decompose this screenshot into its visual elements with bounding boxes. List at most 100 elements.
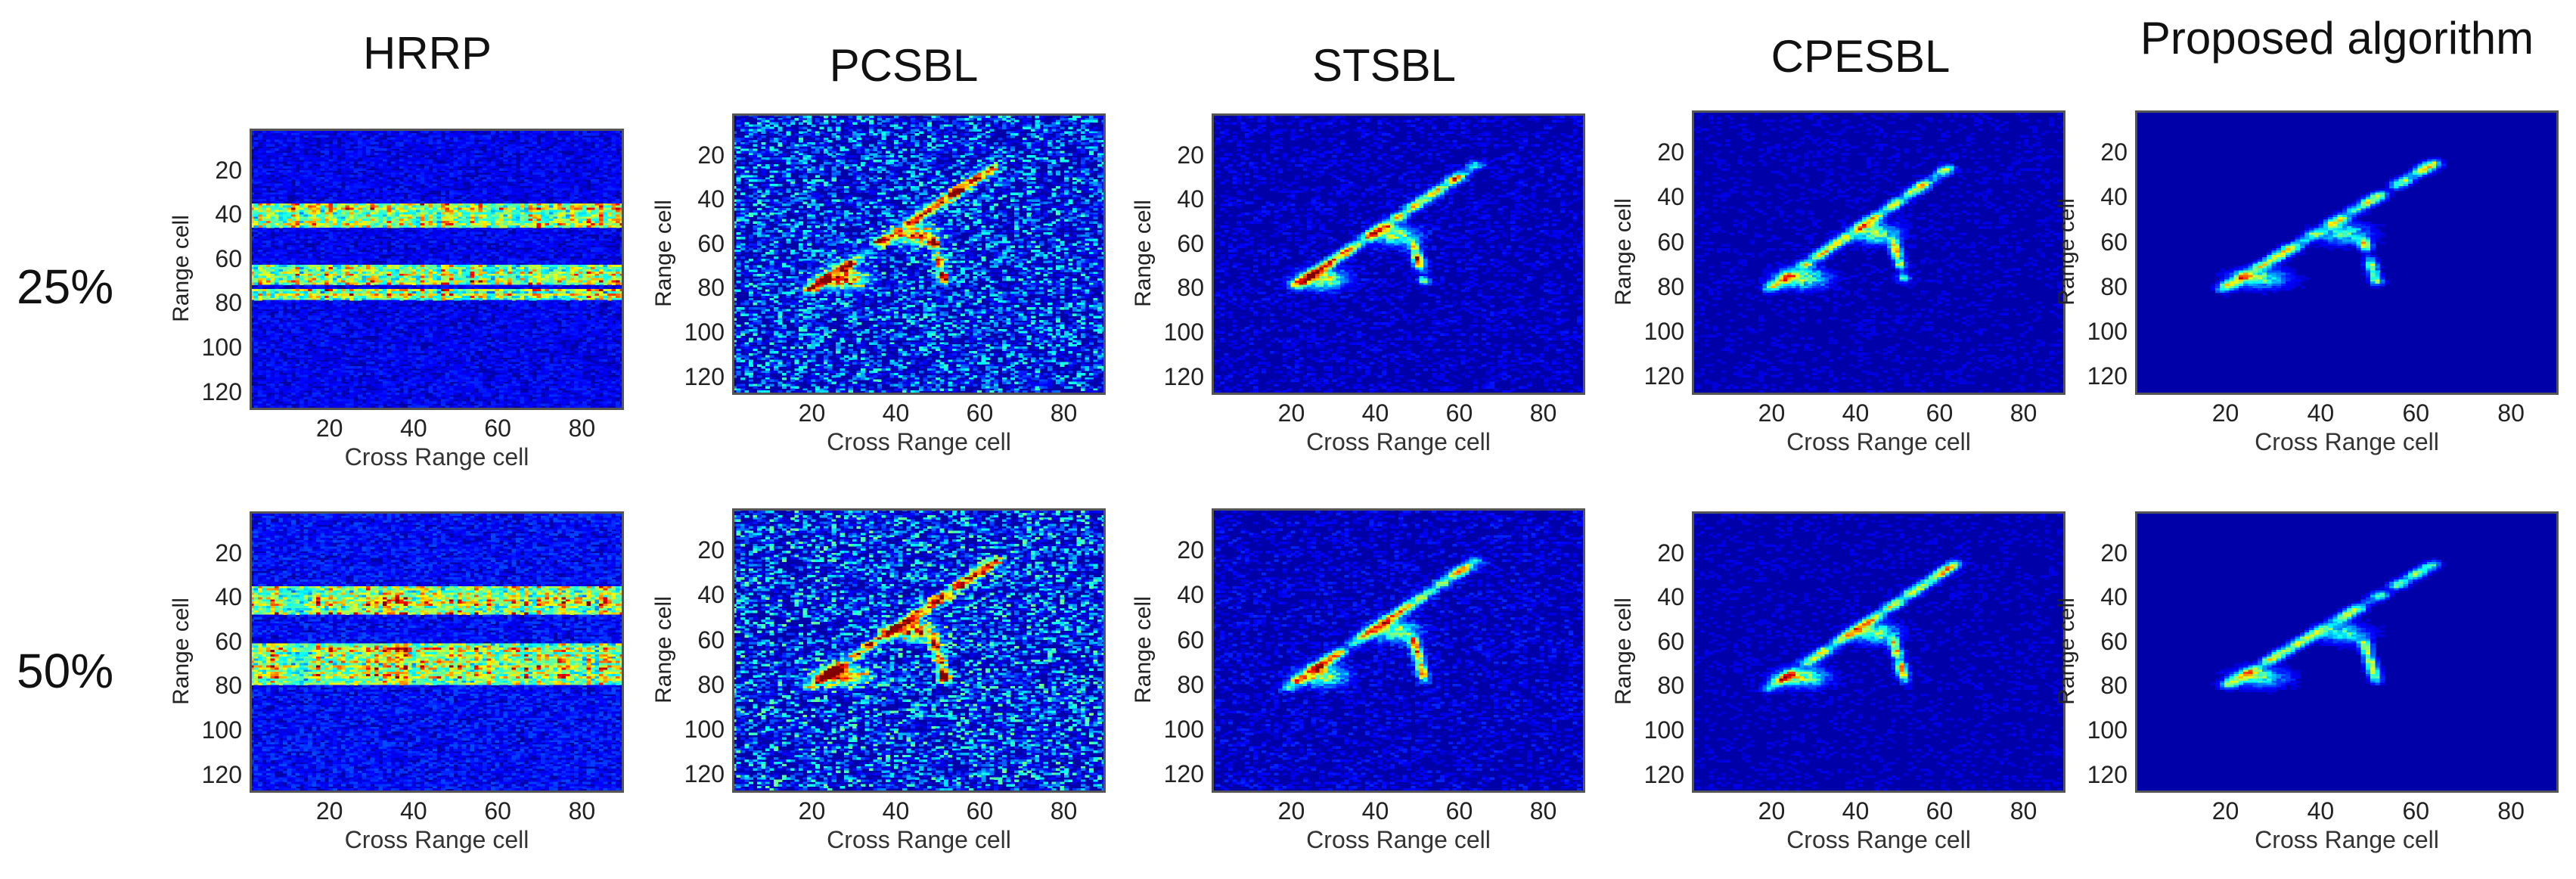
heatmap-cell bbox=[445, 194, 450, 197]
heatmap-cell bbox=[607, 212, 613, 215]
heatmap-cell bbox=[299, 152, 305, 156]
heatmap-cell bbox=[366, 243, 371, 246]
heatmap-cell bbox=[541, 245, 546, 248]
heatmap-cell bbox=[316, 225, 321, 228]
heatmap-cell bbox=[528, 141, 533, 144]
heatmap-cell bbox=[503, 258, 508, 261]
heatmap-cell bbox=[416, 176, 421, 180]
heatmap-cell bbox=[283, 273, 288, 277]
heatmap-cell bbox=[566, 144, 571, 147]
heatmap-cell bbox=[270, 151, 275, 154]
heatmap-cell bbox=[395, 197, 400, 200]
heatmap-cell bbox=[403, 137, 408, 141]
heatmap-cell bbox=[586, 199, 591, 202]
heatmap-cell bbox=[395, 141, 400, 144]
heatmap-cell bbox=[258, 229, 263, 233]
heatmap-cell bbox=[611, 236, 616, 239]
heatmap-cell bbox=[449, 253, 455, 257]
heatmap-cell bbox=[258, 222, 263, 226]
heatmap-cell bbox=[341, 219, 346, 222]
heatmap-cell bbox=[416, 166, 421, 169]
heatmap-cell bbox=[337, 200, 342, 204]
heatmap-cell bbox=[395, 256, 400, 259]
heatmap-cell bbox=[383, 227, 388, 231]
heatmap-cell bbox=[291, 214, 296, 217]
heatmap-cell bbox=[420, 148, 425, 151]
heatmap-cell bbox=[291, 203, 296, 207]
heatmap-cell bbox=[491, 265, 496, 268]
heatmap-cell bbox=[411, 163, 417, 167]
heatmap-cell bbox=[499, 243, 504, 246]
heatmap-cell bbox=[470, 249, 475, 253]
heatmap-cell bbox=[578, 170, 583, 173]
heatmap-cell bbox=[253, 168, 259, 171]
heatmap-cell bbox=[353, 157, 358, 160]
heatmap-cell bbox=[478, 269, 483, 272]
heatmap-cell bbox=[453, 146, 458, 149]
heatmap-cell bbox=[586, 245, 591, 248]
heatmap-cell bbox=[524, 229, 529, 233]
heatmap-cell bbox=[433, 188, 438, 191]
heatmap-cell bbox=[486, 219, 492, 222]
heatmap-cell bbox=[578, 222, 583, 226]
heatmap-cell bbox=[541, 139, 546, 143]
heatmap-cell bbox=[619, 190, 624, 193]
heatmap-cell bbox=[320, 205, 325, 209]
heatmap-cell bbox=[303, 168, 309, 171]
heatmap-cell bbox=[461, 231, 467, 235]
heatmap-cell bbox=[461, 185, 467, 189]
heatmap-cell bbox=[275, 179, 280, 182]
heatmap-cell bbox=[295, 135, 300, 138]
heatmap-cell bbox=[495, 214, 500, 217]
heatmap-cell bbox=[466, 154, 471, 158]
heatmap-cell bbox=[386, 278, 392, 281]
heatmap-cell bbox=[403, 190, 408, 193]
heatmap-cell bbox=[495, 197, 500, 200]
heatmap-cell bbox=[495, 262, 500, 266]
heatmap-cell bbox=[266, 148, 272, 151]
heatmap-cell bbox=[616, 207, 621, 211]
heatmap-cell bbox=[495, 210, 500, 213]
heatmap-cell bbox=[395, 161, 400, 165]
heatmap-cell bbox=[275, 166, 280, 169]
heatmap-cell bbox=[378, 222, 383, 226]
heatmap-cell bbox=[603, 170, 608, 173]
heatmap-cell bbox=[383, 241, 388, 244]
heatmap-cell bbox=[611, 166, 616, 169]
heatmap-cell bbox=[366, 203, 371, 207]
heatmap-cell bbox=[466, 225, 471, 228]
heatmap-cell bbox=[253, 170, 259, 173]
heatmap-cell bbox=[591, 214, 596, 217]
heatmap-cell bbox=[320, 275, 325, 279]
heatmap-cell bbox=[333, 234, 338, 238]
heatmap-cell bbox=[586, 129, 591, 132]
heatmap-cell bbox=[337, 197, 342, 200]
heatmap-cell bbox=[324, 200, 330, 204]
heatmap-cell bbox=[428, 229, 433, 233]
heatmap-cell bbox=[395, 236, 400, 239]
heatmap-cell bbox=[557, 256, 563, 259]
heatmap-cell bbox=[611, 137, 616, 141]
heatmap-cell bbox=[320, 157, 325, 160]
heatmap-cell bbox=[561, 172, 566, 175]
heatmap-cell bbox=[308, 278, 313, 281]
heatmap-cell bbox=[507, 269, 513, 272]
heatmap-cell bbox=[545, 154, 550, 158]
heatmap-cell bbox=[278, 260, 284, 263]
heatmap-cell bbox=[278, 163, 284, 167]
heatmap-cell bbox=[358, 216, 363, 219]
heatmap-cell bbox=[566, 249, 571, 253]
heatmap-cell bbox=[278, 231, 284, 235]
heatmap-cell bbox=[495, 151, 500, 154]
heatmap-cell bbox=[582, 151, 588, 154]
heatmap-cell bbox=[328, 216, 334, 219]
heatmap-cell bbox=[507, 221, 513, 224]
heatmap-cell bbox=[411, 129, 417, 132]
heatmap-cell bbox=[599, 141, 604, 144]
heatmap-cell bbox=[362, 148, 367, 151]
heatmap-cell bbox=[495, 141, 500, 144]
heatmap-cell bbox=[428, 227, 433, 231]
heatmap-cell bbox=[461, 216, 467, 219]
heatmap-cell bbox=[283, 265, 288, 268]
heatmap-cell bbox=[449, 161, 455, 165]
